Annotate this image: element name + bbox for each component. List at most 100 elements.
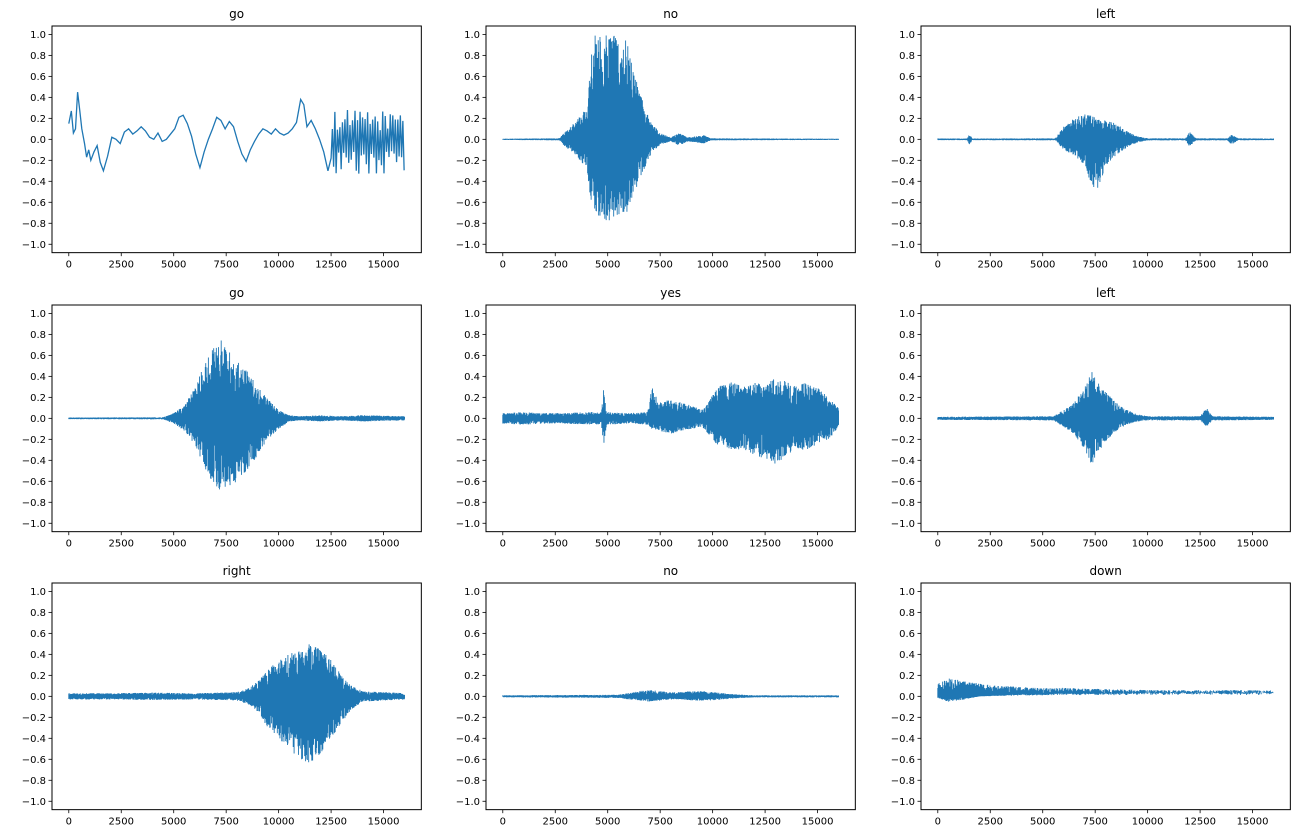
y-tick-label: −0.6	[22, 198, 46, 209]
waveform-line	[502, 35, 840, 221]
y-tick-label: −0.8	[890, 497, 914, 508]
y-tick-label: 0.8	[30, 330, 46, 341]
x-tick-label: 15000	[1236, 817, 1268, 828]
waveform-line	[936, 371, 1274, 462]
y-tick-label: −0.8	[22, 497, 46, 508]
y-tick-label: 0.0	[30, 135, 46, 146]
x-tick-label: 12500	[315, 538, 347, 549]
x-tick-label: 7500	[213, 260, 238, 271]
x-tick-label: 10000	[697, 817, 729, 828]
y-tick-label: 0.4	[899, 650, 915, 661]
x-tick-label: 7500	[648, 817, 673, 828]
waveform-plot-down: down 0 2500 5000 7500 10000 12500 15000 1.0 0.8 0.…	[890, 564, 1291, 828]
subplot-2-left: left 0 2500 5000 7500 10000 12500 15000 1.0 0.8 0.…	[869, 0, 1303, 279]
y-tick-label: −0.2	[456, 713, 480, 724]
y-tick-label: 0.2	[464, 114, 480, 125]
x-tick-label: 7500	[1082, 260, 1107, 271]
y-tick-label: −0.4	[22, 177, 46, 188]
y-tick-label: −0.8	[890, 219, 914, 230]
x-tick-label: 15000	[368, 260, 400, 271]
y-tick-label: 0.2	[464, 671, 480, 682]
x-tick-label: 10000	[1131, 817, 1163, 828]
x-tick-label: 10000	[263, 260, 295, 271]
y-tick-label: 0.2	[899, 671, 915, 682]
y-tick-label: 0.2	[464, 393, 480, 404]
subplot-title: yes	[661, 286, 682, 300]
y-tick-label: −0.2	[456, 156, 480, 167]
x-tick-label: 0	[66, 538, 72, 549]
y-tick-label: 0.4	[464, 372, 480, 383]
x-tick-label: 2500	[109, 817, 134, 828]
waveform-plot-go: go 0 2500 5000 7500 10000 12500 15000 1.0 0.8 0.6 0…	[22, 286, 422, 549]
y-tick-label: 0.8	[464, 51, 480, 62]
y-tick-label: 0.0	[464, 692, 480, 703]
y-tick-label: −1.0	[456, 518, 480, 529]
subplot-8-down: down 0 2500 5000 7500 10000 12500 15000 1.0 0.8 0.…	[869, 557, 1303, 836]
y-tick-label: 0.0	[30, 413, 46, 424]
x-tick-label: 12500	[315, 817, 347, 828]
x-tick-label: 10000	[697, 260, 729, 271]
y-tick-label: −1.0	[890, 240, 914, 251]
axes-frame	[51, 25, 422, 254]
y-tick-label: 0.4	[899, 372, 915, 383]
y-tick-label: 0.4	[30, 93, 46, 104]
subplot-4-yes: yes 0 2500 5000 7500 10000 12500 15000 1.0 0.8 0.6…	[434, 279, 868, 558]
y-tick-label: 0.4	[464, 93, 480, 104]
y-tick-label: 0.8	[464, 330, 480, 341]
axes-frame	[51, 582, 422, 811]
y-tick-label: 0.0	[30, 692, 46, 703]
x-tick-label: 7500	[1082, 538, 1107, 549]
y-tick-label: −0.6	[456, 476, 480, 487]
waveform-line	[502, 379, 840, 464]
x-tick-label: 0	[66, 260, 72, 271]
x-tick-label: 2500	[543, 817, 568, 828]
x-tick-label: 15000	[368, 817, 400, 828]
y-tick-label: −0.2	[22, 156, 46, 167]
waveform-plot-no: no 0 2500 5000 7500 10000 12500 15000 1.0 0.8 0.6 0…	[456, 564, 857, 828]
x-tick-label: 0	[934, 538, 940, 549]
subplot-title: left	[1096, 7, 1116, 21]
y-tick-label: 1.0	[30, 587, 46, 598]
y-tick-label: −1.0	[22, 240, 46, 251]
y-tick-label: −0.6	[456, 198, 480, 209]
y-tick-label: −1.0	[890, 518, 914, 529]
y-tick-label: −0.2	[456, 434, 480, 445]
waveform-line	[936, 678, 1274, 702]
waveform-line	[502, 690, 840, 702]
y-tick-label: 0.6	[899, 629, 915, 640]
subplot-title: left	[1096, 286, 1116, 300]
y-tick-label: 1.0	[899, 30, 915, 41]
y-tick-label: 0.6	[464, 629, 480, 640]
x-tick-label: 2500	[977, 538, 1002, 549]
waveform-plot-go: go 0 2500 5000 7500 10000 12500 15000 1.0 0.8 0.6 0…	[22, 7, 422, 271]
y-tick-label: −0.8	[22, 219, 46, 230]
y-tick-label: −0.4	[890, 455, 914, 466]
subplot-title: down	[1089, 564, 1121, 578]
subplot-6-right: right 0 2500 5000 7500 10000 12500 15000 1.0 0.8 0…	[0, 557, 434, 836]
x-tick-label: 0	[500, 817, 506, 828]
waveform-line	[936, 114, 1274, 188]
waveform-line	[68, 92, 405, 174]
x-tick-label: 5000	[595, 817, 620, 828]
y-tick-label: 1.0	[899, 587, 915, 598]
y-tick-label: 0.4	[464, 650, 480, 661]
x-tick-label: 15000	[802, 817, 834, 828]
y-tick-label: −1.0	[890, 797, 914, 808]
y-tick-label: 1.0	[30, 309, 46, 320]
x-tick-label: 12500	[750, 817, 782, 828]
y-tick-label: 0.0	[464, 135, 480, 146]
x-tick-label: 12500	[1184, 538, 1216, 549]
waveform-plot-left: left 0 2500 5000 7500 10000 12500 15000 1.0 0.8 0.…	[890, 7, 1291, 271]
subplot-title: no	[664, 564, 679, 578]
x-tick-label: 15000	[802, 538, 834, 549]
y-tick-label: −0.8	[22, 776, 46, 787]
y-tick-label: −0.4	[22, 734, 46, 745]
y-tick-label: 0.8	[30, 51, 46, 62]
x-tick-label: 5000	[161, 538, 186, 549]
y-tick-label: 0.6	[464, 72, 480, 83]
x-tick-label: 2500	[977, 817, 1002, 828]
x-tick-label: 5000	[1030, 538, 1055, 549]
y-tick-label: 0.6	[30, 351, 46, 362]
subplot-7-no: no 0 2500 5000 7500 10000 12500 15000 1.0 0.8 0.6 0…	[434, 557, 868, 836]
y-tick-label: −0.2	[22, 434, 46, 445]
